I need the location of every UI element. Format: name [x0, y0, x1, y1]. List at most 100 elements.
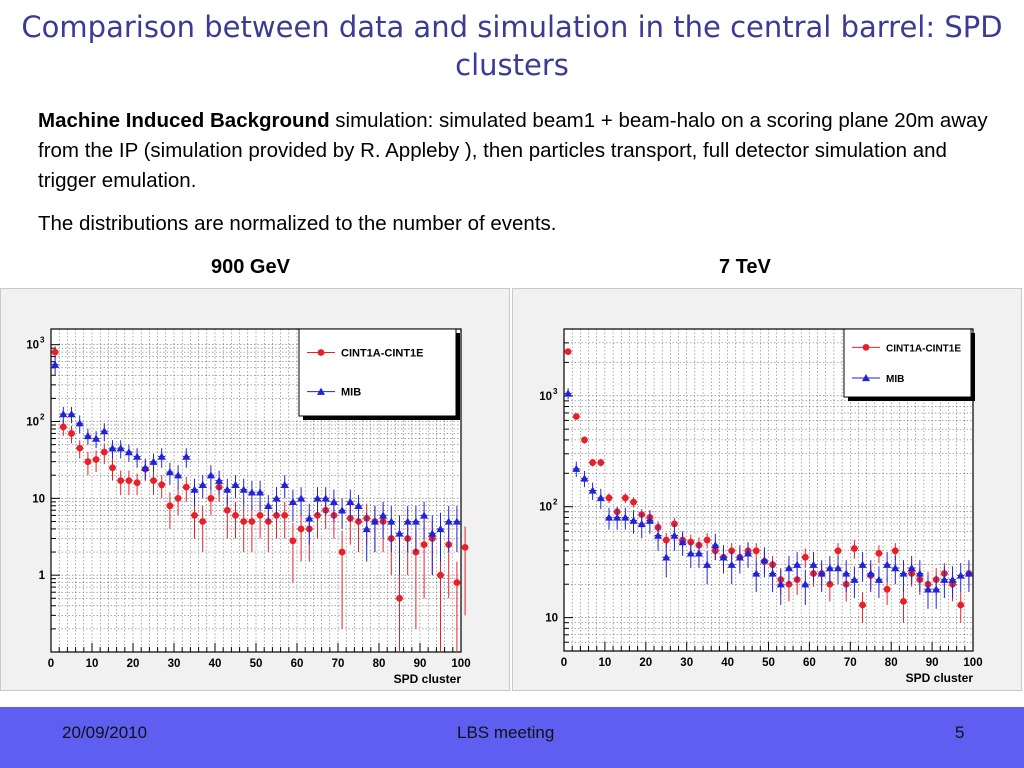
- panel-label-900gev: 900 GeV: [211, 256, 290, 278]
- mib-point: [613, 513, 622, 521]
- x-tick-label: 30: [168, 658, 181, 670]
- data-point: [834, 547, 842, 555]
- mib-point: [932, 585, 941, 593]
- data-point: [150, 477, 157, 485]
- mib-point: [645, 516, 654, 524]
- y-tick-label: 10: [26, 340, 39, 352]
- y-tick-exponent: 3: [40, 336, 45, 345]
- footer-bar: 20/09/2010 LBS meeting 5: [0, 707, 1024, 768]
- mib-point: [678, 538, 687, 546]
- mib-point: [891, 564, 900, 572]
- data-point: [630, 498, 637, 506]
- data-point: [174, 494, 182, 502]
- data-point: [59, 423, 67, 431]
- mib-point: [670, 531, 679, 539]
- mib-point: [354, 501, 363, 509]
- x-tick-label: 70: [332, 658, 345, 670]
- data-point: [117, 477, 125, 485]
- mib-point: [809, 560, 818, 568]
- mib-point: [858, 560, 867, 568]
- x-tick-label: 60: [291, 658, 304, 670]
- mib-point: [346, 497, 355, 506]
- mib-point: [387, 517, 396, 525]
- data-point: [297, 525, 305, 533]
- mib-point: [436, 524, 445, 533]
- data-point: [182, 483, 190, 491]
- mib-point: [420, 511, 429, 519]
- slide-title: Comparison between data and simulation i…: [21, 10, 1003, 82]
- x-tick-label: 30: [680, 657, 693, 669]
- x-tick-label: 0: [561, 657, 567, 669]
- mib-point: [124, 448, 133, 456]
- x-tick-label: 10: [86, 658, 99, 670]
- mib-point: [842, 569, 851, 577]
- data-point: [248, 518, 256, 525]
- footer-date: 20/09/2010: [62, 723, 148, 742]
- x-tick-label: 70: [844, 657, 857, 669]
- mib-point: [182, 452, 191, 460]
- description-rest: simulation: simulated beam1 + beam-halo …: [38, 109, 988, 192]
- data-point: [100, 448, 108, 456]
- legend-label: MIB: [341, 387, 361, 399]
- data-point: [281, 511, 289, 519]
- data-point: [273, 511, 280, 519]
- x-tick-label: 20: [639, 657, 652, 669]
- mib-point: [801, 580, 810, 588]
- y-tick-exponent: 3: [553, 387, 558, 396]
- data-point: [396, 594, 403, 602]
- mib-point: [686, 549, 695, 557]
- mib-point: [92, 434, 101, 442]
- y-tick-exponent: 2: [40, 413, 45, 422]
- mib-point: [940, 575, 949, 583]
- mib-point: [231, 480, 240, 489]
- description-lead: Machine Induced Background: [38, 109, 330, 132]
- mib-point: [793, 560, 802, 568]
- mib-point: [338, 506, 347, 514]
- mib-point: [215, 476, 224, 484]
- data-point: [338, 548, 346, 556]
- data-point: [564, 348, 572, 356]
- data-point: [223, 506, 231, 514]
- mib-point: [760, 556, 769, 564]
- mib-point: [198, 480, 207, 489]
- mib-point: [190, 485, 199, 493]
- y-tick-label: 10: [539, 391, 552, 403]
- panel-label-7tev: 7 TeV: [719, 256, 771, 278]
- mib-point: [883, 560, 892, 568]
- mib-point: [924, 585, 933, 593]
- mib-point: [280, 480, 289, 489]
- data-point: [597, 459, 605, 466]
- mib-point: [288, 497, 297, 506]
- data-point: [125, 477, 133, 485]
- mib-point: [428, 529, 437, 537]
- data-point: [240, 518, 248, 525]
- mib-point: [75, 419, 84, 427]
- legend-label: MIB: [886, 374, 904, 385]
- x-tick-label: 80: [373, 658, 386, 670]
- mib-point: [629, 516, 638, 524]
- y-tick-label: 1: [39, 570, 46, 582]
- mib-point: [899, 569, 908, 577]
- mib-point: [564, 389, 573, 397]
- mib-point: [157, 452, 166, 460]
- mib-point: [850, 575, 859, 583]
- footer-meeting: LBS meeting: [457, 723, 555, 742]
- mib-point: [956, 571, 965, 579]
- mib-point: [51, 360, 60, 368]
- x-tick-label: 20: [127, 658, 140, 670]
- mib-point: [100, 427, 109, 435]
- plot-frame: [563, 328, 974, 652]
- x-tick-label: 90: [414, 658, 427, 670]
- y-tick-label: 10: [26, 417, 39, 429]
- data-point: [752, 547, 760, 555]
- data-point: [957, 601, 965, 609]
- data-point: [314, 511, 321, 519]
- data-point: [891, 547, 899, 555]
- data-point: [256, 511, 264, 519]
- y-tick-label: 10: [32, 493, 45, 505]
- mib-point: [444, 517, 453, 525]
- y-tick-label: 10: [545, 613, 558, 625]
- mib-point: [329, 497, 338, 506]
- mib-point: [305, 514, 314, 522]
- mib-point: [604, 513, 613, 521]
